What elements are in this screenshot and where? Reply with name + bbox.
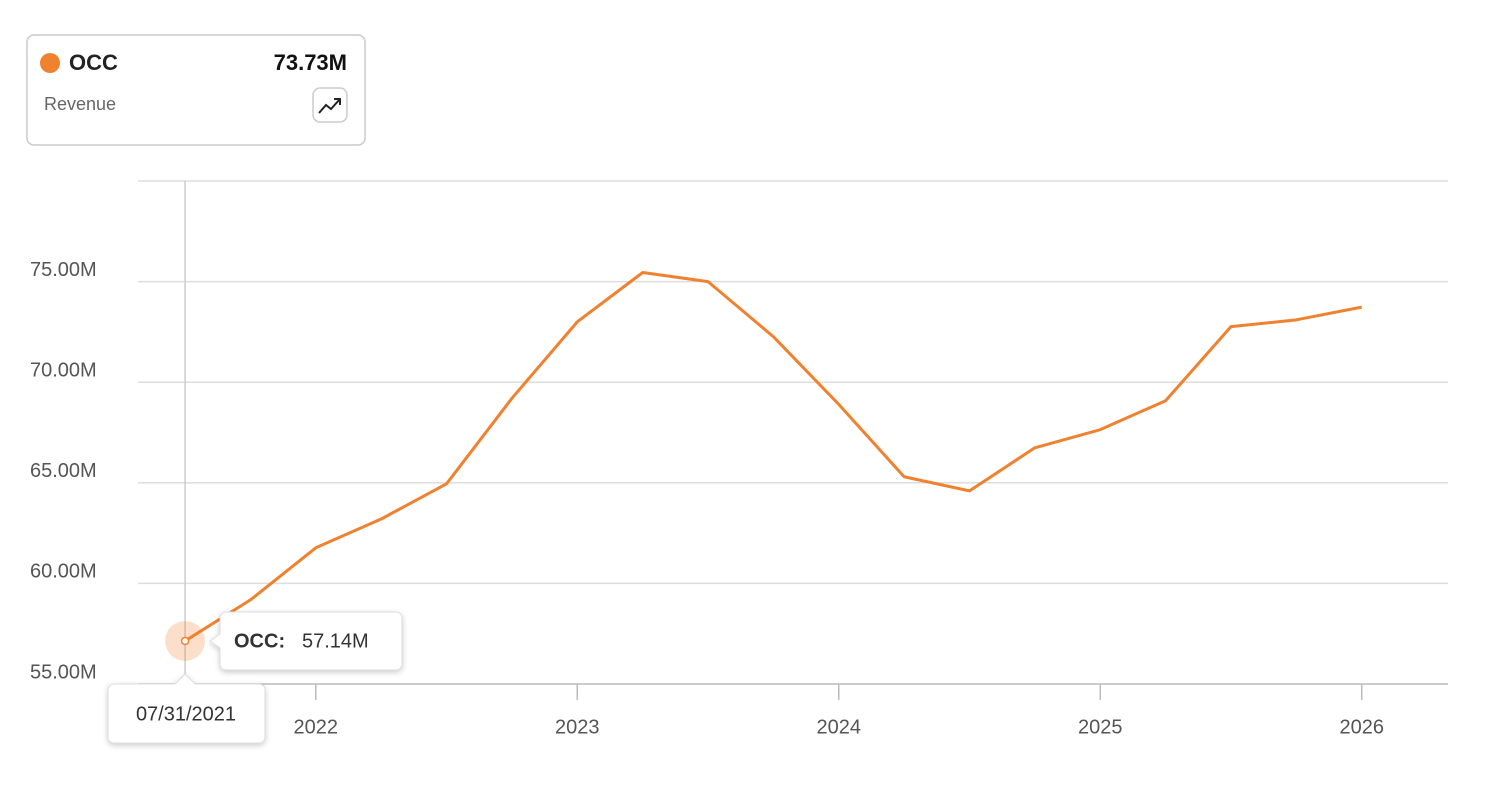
value-tooltip (209, 611, 403, 671)
date-tooltip (107, 673, 266, 744)
x-tick-label: 2025 (1078, 716, 1123, 738)
y-tick-label: 70.00M (30, 359, 97, 381)
y-tick-label: 75.00M (30, 259, 97, 281)
tooltip-value: 57.14M (302, 630, 369, 652)
date-tooltip-box (107, 673, 266, 744)
trend-button[interactable] (312, 87, 348, 123)
series-dot (40, 53, 60, 73)
x-tick-label: 2026 (1339, 716, 1384, 738)
metric-label: Revenue (44, 94, 116, 114)
latest-value: 73.73M (274, 50, 347, 75)
x-tick-label: 2023 (555, 716, 600, 738)
y-tick-label: 60.00M (30, 561, 97, 583)
trend-icon[interactable] (318, 98, 341, 114)
header-card (26, 34, 366, 146)
series-name: OCC (69, 50, 118, 75)
tooltip-series: OCC: (234, 630, 285, 652)
trend-button-box[interactable] (312, 87, 348, 123)
x-tick-label: 2022 (294, 716, 339, 738)
hover-point (180, 636, 190, 646)
series-line (184, 271, 1362, 643)
y-tick-label: 55.00M (30, 661, 97, 683)
value-tooltip-box (209, 611, 403, 671)
y-tick-label: 65.00M (30, 460, 97, 482)
x-tick-label: 2024 (817, 716, 862, 738)
tooltip-date: 07/31/2021 (136, 703, 236, 725)
